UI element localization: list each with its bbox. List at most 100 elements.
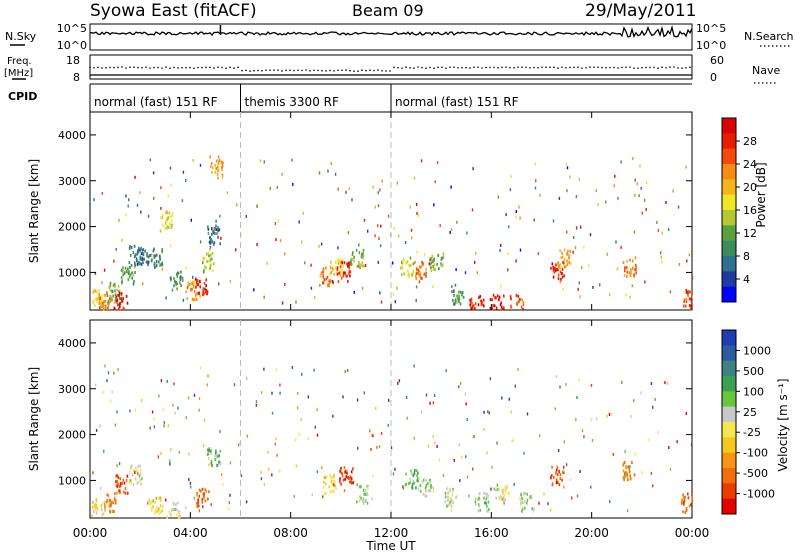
heatmap-cell [415, 469, 418, 473]
freq-point [481, 67, 483, 69]
heatmap-cell [142, 252, 144, 256]
heatmap-cell [165, 227, 168, 231]
heatmap-cell [578, 281, 580, 285]
heatmap-cell [295, 464, 298, 468]
heatmap-cell [401, 265, 403, 269]
heatmap-cell [576, 494, 579, 498]
heatmap-cell [456, 300, 458, 304]
heatmap-cell [139, 257, 142, 261]
heatmap-cell [174, 411, 176, 415]
heatmap-cell [454, 283, 457, 287]
heatmap-cell [331, 480, 333, 484]
heatmap-cell [510, 304, 512, 308]
heatmap-cell [341, 268, 343, 272]
freq-point [381, 69, 383, 72]
heatmap-cell [133, 469, 135, 473]
heatmap-cell [322, 281, 325, 285]
heatmap-cell [165, 221, 167, 225]
heatmap-cell [576, 396, 578, 399]
heatmap-cell [361, 286, 364, 290]
heatmap-cell [555, 269, 557, 273]
heatmap-cell [337, 246, 339, 250]
heatmap-cell [246, 376, 248, 380]
heatmap-cell [510, 410, 513, 414]
heatmap-cell [485, 497, 488, 501]
heatmap-cell [464, 271, 467, 275]
heatmap-cell [104, 509, 106, 513]
freq-point [321, 69, 323, 72]
heatmap-cell [217, 162, 220, 166]
y-tick-label: 2000 [58, 429, 86, 442]
freq-point [413, 67, 415, 69]
x-tick-label: 04:00 [173, 526, 208, 540]
heatmap-cell [323, 491, 326, 495]
heatmap-cell [474, 502, 477, 506]
heatmap-cell [115, 499, 117, 503]
heatmap-cell [488, 508, 490, 511]
heatmap-cell [350, 262, 353, 266]
heatmap-cell [261, 391, 263, 395]
heatmap-cell [209, 241, 212, 245]
heatmap-cell [95, 511, 98, 515]
heatmap-cell [334, 266, 337, 270]
heatmap-cell [676, 440, 678, 444]
heatmap-cell [505, 490, 507, 494]
heatmap-cell [558, 470, 560, 474]
heatmap-cell [665, 201, 667, 204]
heatmap-cell [109, 294, 112, 298]
heatmap-cell [348, 264, 351, 267]
heatmap-cell [209, 247, 211, 251]
heatmap-cell [206, 292, 208, 296]
heatmap-cell [660, 255, 662, 259]
freq-point [461, 66, 463, 69]
heatmap-cell [429, 258, 431, 262]
heatmap-cell [211, 166, 214, 169]
heatmap-cell [351, 253, 354, 256]
heatmap-cell [313, 368, 315, 372]
heatmap-cell [630, 414, 632, 418]
freq-point [485, 66, 487, 69]
heatmap-cell [521, 509, 523, 513]
heatmap-cell [207, 251, 210, 255]
heatmap-cell [518, 299, 520, 303]
heatmap-cell [416, 211, 418, 215]
heatmap-cell [458, 300, 460, 304]
heatmap-cell [392, 292, 395, 296]
heatmap-cell [116, 299, 118, 303]
heatmap-cell [102, 302, 105, 306]
heatmap-cell [630, 271, 632, 275]
freq-point [157, 66, 159, 69]
heatmap-cell [624, 474, 626, 478]
heatmap-cell [453, 293, 455, 297]
heatmap-cell [316, 470, 319, 474]
heatmap-cell [409, 205, 411, 209]
heatmap-cell [466, 475, 469, 479]
heatmap-cell [608, 293, 611, 297]
heatmap-cell [131, 276, 133, 280]
heatmap-cell [554, 407, 556, 411]
freq-point [405, 66, 407, 68]
freq-point [145, 66, 147, 68]
heatmap-cell [124, 491, 127, 495]
heatmap-cell [365, 485, 368, 489]
heatmap-cell [417, 487, 420, 491]
heatmap-cell [140, 398, 143, 402]
heatmap-cell [348, 266, 350, 270]
heatmap-cell [379, 188, 381, 192]
heatmap-cell [136, 263, 139, 267]
heatmap-cell [153, 262, 156, 266]
heatmap-cell [472, 167, 474, 171]
heatmap-cell [125, 194, 127, 198]
freq-point [569, 66, 571, 69]
heatmap-cell [203, 281, 206, 285]
heatmap-cell [203, 494, 205, 498]
heatmap-cell [162, 504, 164, 508]
heatmap-cell [623, 273, 626, 277]
heatmap-cell [496, 488, 499, 492]
heatmap-cell [371, 497, 373, 501]
heatmap-cell [190, 287, 192, 291]
heatmap-cell [128, 247, 131, 251]
heatmap-cell [118, 307, 120, 311]
freq-point [213, 67, 215, 69]
heatmap-cell [152, 171, 155, 175]
